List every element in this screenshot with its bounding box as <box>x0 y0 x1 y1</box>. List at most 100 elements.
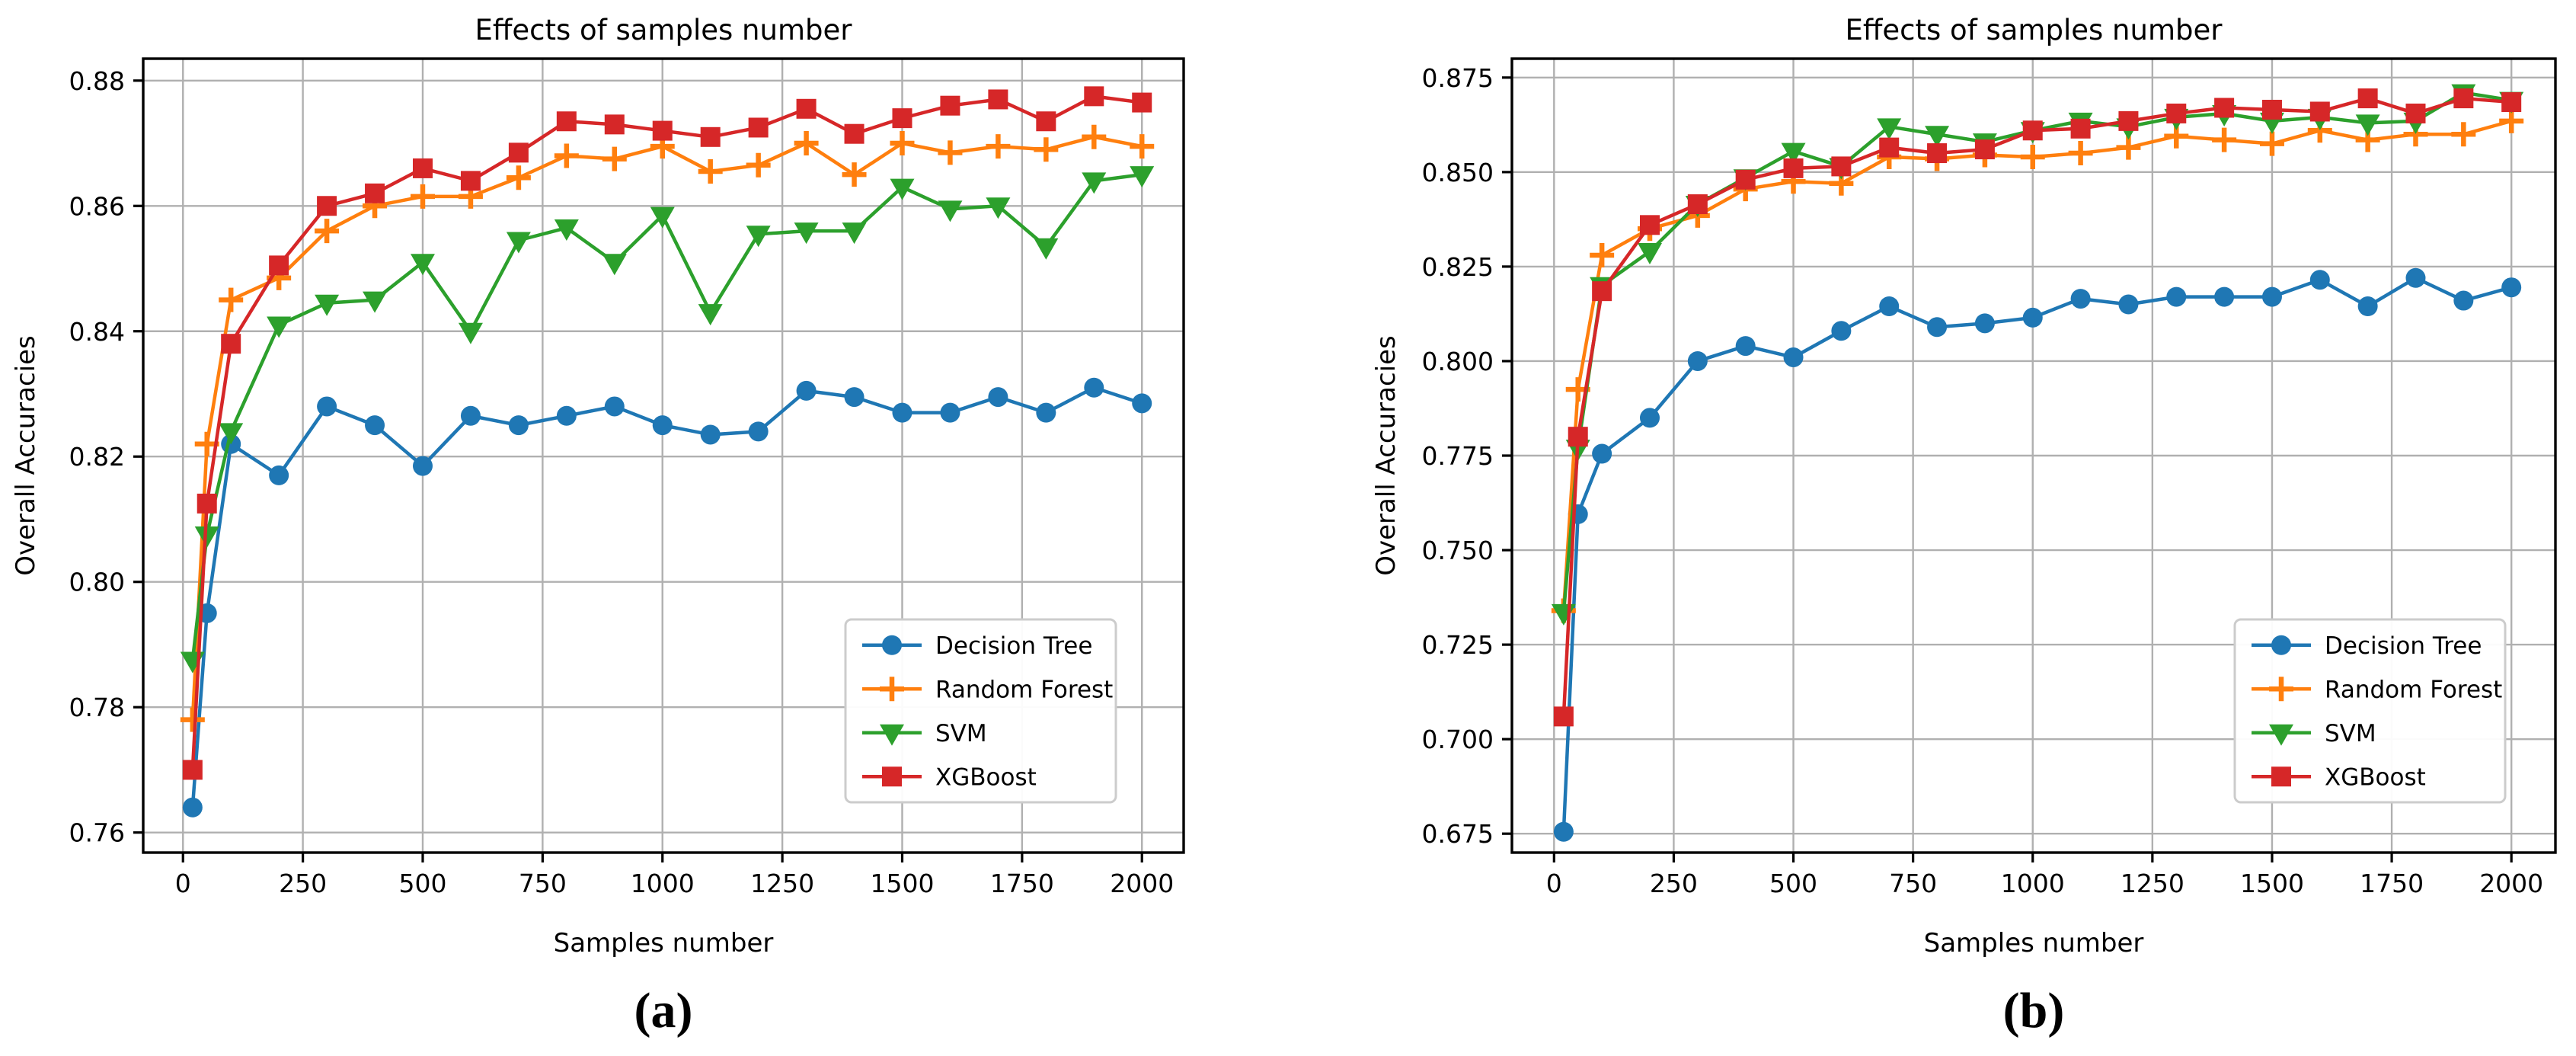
marker-decision-tree <box>796 380 817 401</box>
marker-decision-tree <box>2453 290 2474 311</box>
marker-random-forest <box>506 165 531 190</box>
legend: Decision Tree Random Forest SVM XGBoost <box>844 618 1117 804</box>
x-tick-label: 500 <box>1769 869 1817 898</box>
marker-random-forest <box>1590 243 1615 268</box>
x-tick-label: 0 <box>175 869 191 898</box>
marker-xgboost <box>182 760 203 780</box>
marker-decision-tree <box>412 456 433 476</box>
marker-decision-tree <box>2501 277 2522 298</box>
series-line-xgboost <box>1561 96 2514 718</box>
legend-label: Random Forest <box>2325 676 2502 703</box>
x-tick-label: 1750 <box>990 869 1054 898</box>
marker-random-forest <box>746 152 771 178</box>
x-tick-label: 250 <box>279 869 327 898</box>
marker-xgboost <box>748 117 769 138</box>
marker-decision-tree <box>2214 286 2235 307</box>
marker-svm <box>698 304 723 326</box>
marker-random-forest <box>602 146 627 171</box>
marker-xgboost <box>2261 99 2282 120</box>
x-tick-label: 250 <box>1650 869 1698 898</box>
marker-decision-tree <box>1687 350 1708 371</box>
legend-item-xgboost: XGBoost <box>2252 763 2426 791</box>
legend-marker-svm <box>2269 724 2293 746</box>
marker-decision-tree <box>652 415 673 436</box>
marker-xgboost <box>2357 88 2378 109</box>
legend-item-decision-tree: Decision Tree <box>862 632 1092 660</box>
series-svm <box>180 166 1155 674</box>
marker-random-forest <box>1130 134 1155 159</box>
marker-xgboost <box>1879 137 1900 158</box>
marker-svm <box>458 322 483 344</box>
marker-xgboost <box>1084 86 1104 107</box>
legend-label: SVM <box>935 720 987 747</box>
marker-xgboost <box>2501 92 2522 113</box>
marker-xgboost <box>844 123 865 144</box>
legend: Decision Tree Random Forest SVM XGBoost <box>2233 618 2507 804</box>
marker-random-forest <box>986 134 1011 159</box>
marker-random-forest <box>794 131 819 156</box>
marker-xgboost <box>2118 110 2139 131</box>
x-axis-label: Samples number <box>1924 928 2144 958</box>
legend-marker-decision-tree <box>882 635 902 655</box>
axes-ticks: 0 250 500 750 1000 1250 1500 1750 2000 0.675 0.700… <box>1422 63 2544 898</box>
marker-decision-tree <box>2022 307 2043 328</box>
marker-xgboost <box>1735 169 1756 190</box>
series-decision-tree <box>1553 267 2522 842</box>
chart-b-canvas: 0 250 500 750 1000 1250 1500 1750 2000 0.675 0.700… <box>1371 14 2557 958</box>
marker-svm <box>554 219 579 242</box>
y-axis-label: Overall Accuracies <box>1371 335 1401 576</box>
y-tick-label: 0.76 <box>69 818 125 848</box>
x-tick-label: 0 <box>1546 869 1562 898</box>
marker-decision-tree <box>2357 296 2378 317</box>
marker-xgboost <box>940 95 960 116</box>
marker-xgboost <box>412 158 433 178</box>
marker-svm <box>194 526 219 549</box>
marker-xgboost <box>2166 103 2187 123</box>
marker-decision-tree <box>2261 286 2282 307</box>
marker-xgboost <box>1687 194 1708 215</box>
marker-xgboost <box>1831 156 1852 177</box>
legend-label: SVM <box>2325 720 2376 747</box>
marker-random-forest <box>2020 145 2045 170</box>
x-tick-label: 750 <box>1889 869 1937 898</box>
legend-label: XGBoost <box>2325 763 2426 791</box>
chart-title: Effects of samples number <box>1846 14 2223 46</box>
marker-decision-tree <box>2309 270 2330 290</box>
series-line-svm <box>1561 91 2514 615</box>
marker-svm <box>1034 238 1059 260</box>
series-line-decision-tree <box>190 386 1144 810</box>
marker-xgboost <box>2022 120 2043 141</box>
legend-marker-xgboost <box>882 766 902 787</box>
series-line-xgboost <box>190 94 1144 772</box>
marker-svm <box>219 423 244 445</box>
y-tick-label: 0.700 <box>1422 725 1494 754</box>
legend-marker-random-forest <box>2269 677 2293 702</box>
marker-xgboost <box>2405 103 2426 123</box>
marker-xgboost <box>508 142 529 163</box>
marker-decision-tree <box>604 396 625 417</box>
x-tick-label: 1750 <box>2360 869 2424 898</box>
y-tick-label: 0.775 <box>1422 441 1494 471</box>
legend-item-svm: SVM <box>2252 720 2376 747</box>
series-xgboost <box>1553 88 2522 727</box>
marker-decision-tree <box>556 405 577 426</box>
marker-svm <box>650 206 675 229</box>
marker-xgboost <box>317 196 337 216</box>
marker-xgboost <box>2453 88 2474 109</box>
marker-decision-tree <box>748 421 769 442</box>
marker-decision-tree <box>365 415 385 436</box>
series-line-decision-tree <box>1561 276 2514 834</box>
marker-svm <box>410 254 435 276</box>
marker-svm <box>1877 118 1902 140</box>
marker-decision-tree <box>892 402 912 423</box>
chart-a-canvas: 0 250 500 750 1000 1250 1500 1750 2000 0.76 0.78 0.… <box>11 14 1185 958</box>
marker-random-forest <box>219 287 244 312</box>
marker-random-forest <box>938 140 963 165</box>
marker-random-forest <box>410 184 435 209</box>
marker-xgboost <box>2309 101 2330 122</box>
legend-label: XGBoost <box>935 763 1037 791</box>
legend-item-xgboost: XGBoost <box>862 763 1037 791</box>
legend-marker-svm <box>880 724 904 746</box>
marker-random-forest <box>2259 131 2284 156</box>
